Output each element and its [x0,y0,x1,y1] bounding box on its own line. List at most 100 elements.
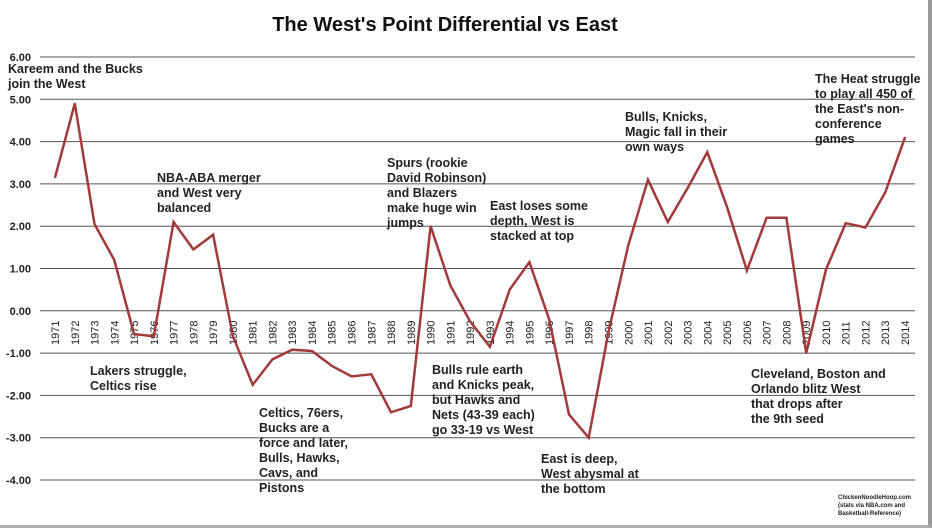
data-point [133,333,135,335]
x-tick-label: 1977 [169,321,181,345]
y-tick-label: 4.00 [10,137,31,149]
annotation: East is deep, West abysmal at the bottom [541,452,639,496]
data-point [825,268,827,271]
data-point [429,225,432,227]
x-tick-label: 2012 [860,321,872,345]
data-point [311,350,313,352]
series-line [53,103,907,441]
data-point [449,284,452,287]
x-tick-label: 2003 [683,321,695,345]
data-point [350,375,353,378]
x-tick-label: 1973 [90,321,102,345]
x-tick-label: 2001 [643,321,655,345]
data-point [291,348,294,351]
x-tick-label: 2002 [663,321,675,345]
y-tick-label: 3.00 [10,179,31,191]
data-point [607,331,610,333]
x-tick-label: 2000 [623,321,635,345]
x-tick-label: 1991 [445,321,457,345]
x-tick-label: 2011 [841,321,853,345]
data-point [153,335,155,337]
data-point [271,358,274,361]
annotation: Bulls rule earth and Knicks peak, but Ha… [432,363,535,437]
data-point [706,151,709,153]
credit-line: ChickenNoodleHoop.com [838,495,912,501]
x-tick-label: 2007 [762,321,774,345]
data-point [844,222,847,225]
data-point [330,364,333,367]
data-point [627,244,630,247]
annotation: East loses some depth, West is stacked a… [490,199,588,243]
data-point [568,413,570,416]
data-point [647,178,649,181]
annotation: Spurs (rookie David Robinson) and Blazer… [387,156,487,230]
data-point [232,335,234,337]
y-tick-label: -1.00 [6,348,31,360]
x-tick-label: 1974 [109,321,121,345]
x-tick-label: 2014 [900,321,912,345]
y-tick-label: 5.00 [10,94,31,106]
data-point [93,223,96,225]
x-tick-label: 1985 [327,321,339,345]
credit: ChickenNoodleHoop.com (stats via NBA.com… [838,494,911,518]
annotation: The Heat struggle to play all 450 of the… [815,72,921,146]
data-point [172,221,175,223]
data-point [489,345,491,348]
data-point [528,261,531,263]
data-point [904,136,906,139]
x-tick-label: 1984 [307,321,319,345]
data-point [864,226,867,229]
x-tick-label: 2005 [722,321,734,345]
y-tick-label: -2.00 [6,390,31,402]
data-point [192,248,195,251]
data-point [587,436,590,439]
x-tick-label: 1994 [505,321,517,345]
y-tick-label: 6.00 [10,52,31,64]
y-tick-label: 2.00 [10,221,31,233]
x-tick-label: 2004 [702,321,714,345]
data-point [370,373,373,376]
x-tick-label: 1982 [267,321,279,345]
y-tick-label: 0.00 [10,306,31,318]
x-tick-label: 1979 [208,321,220,345]
x-tick-label: 1988 [386,321,398,345]
y-tick-label: -3.00 [6,433,31,445]
x-tick-label: 1986 [347,321,359,345]
x-tick-label: 1990 [426,321,438,345]
annotation: Celtics, 76ers, Bucks are a force and la… [259,406,348,495]
data-point [508,288,511,291]
annotation: Kareem and the Bucks join the West [8,62,143,91]
data-point [54,176,56,179]
x-tick-label: 1989 [406,321,418,345]
x-tick-label: 1971 [50,321,62,345]
y-tick-label: -4.00 [6,475,31,487]
data-point [746,269,748,272]
x-tick-label: 2008 [781,321,793,345]
x-tick-label: 1998 [584,321,596,345]
y-tick-label: 1.00 [10,264,31,276]
x-tick-label: 1978 [188,321,200,345]
x-tick-label: 1987 [366,321,378,345]
x-tick-label: 2010 [821,321,833,345]
data-point [548,318,550,321]
data-point [666,221,669,223]
data-point [73,102,76,105]
annotation: NBA-ABA merger and West very balanced [157,171,261,215]
annotation: Bulls, Knicks, Magic fall in their own w… [625,110,728,154]
data-point [726,206,728,208]
x-tick-label: 1972 [70,321,82,345]
x-tick-label: 2013 [880,321,892,345]
data-point [469,320,471,323]
data-point [884,191,887,194]
chart-title: The West's Point Differential vs East [272,14,618,36]
credit-line: (stats via NBA.com and [838,503,906,509]
data-point [765,216,768,219]
data-point [113,259,116,261]
annotation: Lakers struggle, Celtics rise [90,364,187,393]
x-tick-label: 1995 [524,321,536,345]
data-point [212,233,214,236]
data-point [410,405,412,407]
credit-line: Basketball-Reference) [838,511,902,517]
